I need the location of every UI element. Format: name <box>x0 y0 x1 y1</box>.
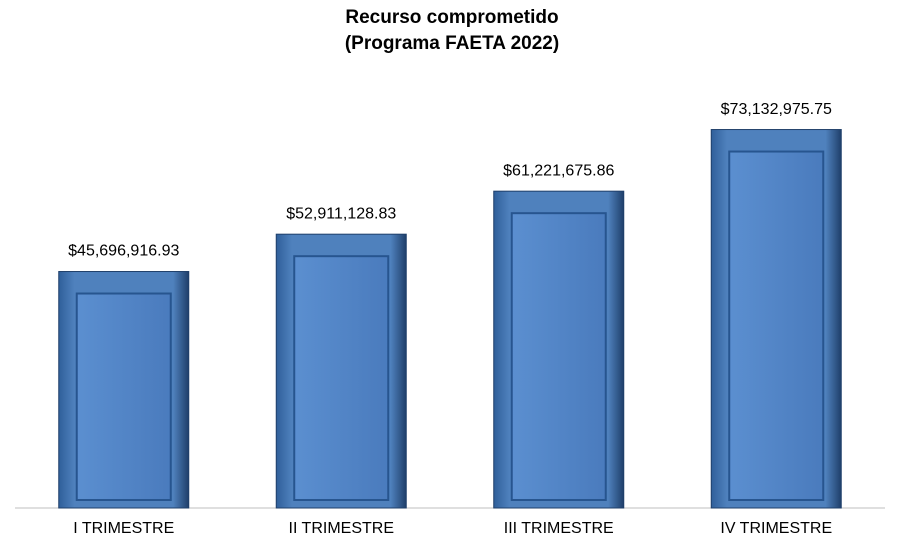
x-tick-label: IV TRIMESTRE <box>720 520 832 537</box>
chart-title: Recurso comprometido <box>345 7 558 28</box>
bar-bevel <box>510 212 607 501</box>
x-tick-label: III TRIMESTRE <box>504 520 614 537</box>
data-label: $52,911,128.83 <box>286 205 396 222</box>
bar-bevel <box>75 292 172 502</box>
bar-bevel <box>728 150 825 501</box>
data-label: $73,132,975.75 <box>721 101 832 118</box>
chart-subtitle: (Programa FAETA 2022) <box>345 33 559 54</box>
x-tick-label: II TRIMESTRE <box>289 520 395 537</box>
data-label: $45,696,916.93 <box>68 243 179 260</box>
bar-bevel <box>293 255 390 501</box>
data-label: $61,221,675.86 <box>503 162 614 179</box>
x-tick-label: I TRIMESTRE <box>73 520 174 537</box>
